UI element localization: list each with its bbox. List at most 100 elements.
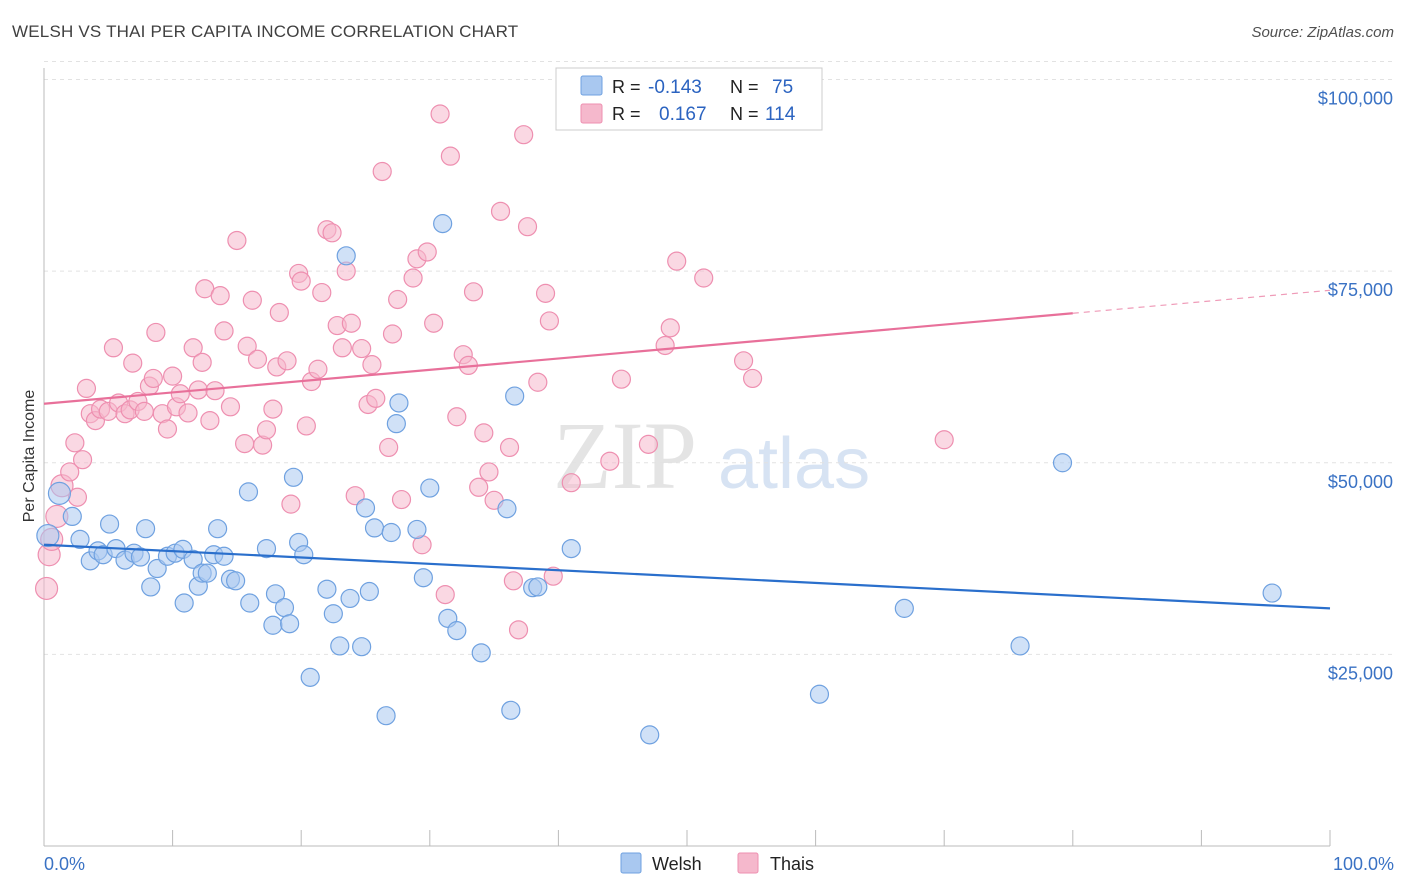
thais-point-102 [638, 434, 659, 454]
y-axis-tick-labels: $25,000 $50,000 $75,000 $100,000 [1318, 89, 1393, 684]
thais-point-45 [256, 420, 277, 440]
thais-point-92 [508, 620, 529, 640]
thais-point-106 [694, 268, 714, 288]
welsh-point-65 [640, 725, 660, 745]
thais-point-79 [435, 584, 455, 605]
thais-point-0 [34, 576, 59, 601]
thais-point-42 [242, 290, 262, 310]
welsh-point-42 [336, 246, 356, 266]
legend-welsh-r-label: R = [612, 77, 641, 97]
source-label: Source: ZipAtlas.com [1251, 24, 1394, 41]
welsh-point-58 [471, 643, 491, 663]
trend-lines [43, 289, 1331, 610]
thais-point-95 [528, 372, 548, 392]
thais-point-25 [157, 419, 178, 439]
thais-point-93 [514, 125, 534, 145]
welsh-point-70 [1262, 583, 1282, 603]
welsh-point-63 [528, 577, 548, 597]
thais-point-66 [362, 355, 382, 375]
y-axis-title: Per Capita Income [21, 390, 38, 523]
thais-point-100 [600, 451, 620, 471]
welsh-point-1 [47, 481, 72, 506]
welsh-point-52 [407, 519, 427, 540]
thais-point-70 [382, 324, 403, 344]
welsh-point-19 [183, 549, 203, 569]
welsh-point-68 [1010, 636, 1030, 656]
welsh-point-48 [376, 706, 396, 726]
thais-point-99 [561, 473, 581, 493]
thais-point-7 [67, 487, 88, 507]
thais-point-22 [143, 368, 163, 389]
welsh-point-33 [274, 598, 295, 618]
welsh-point-54 [420, 478, 440, 498]
thais-point-38 [220, 397, 241, 417]
y-tick-label-1: $50,000 [1328, 472, 1393, 492]
thais-point-101 [611, 369, 632, 389]
welsh-point-25 [214, 546, 234, 566]
thais-point-85 [469, 477, 489, 497]
welsh-point-67 [894, 598, 914, 618]
y-tick-label-3: $100,000 [1318, 89, 1393, 109]
welsh-point-28 [238, 482, 259, 502]
welsh-point-57 [447, 621, 467, 641]
welsh-point-30 [256, 538, 277, 559]
thais-point-5 [60, 462, 80, 482]
welsh-point-45 [355, 498, 376, 518]
welsh-point-0 [36, 523, 60, 548]
welsh-point-40 [323, 604, 343, 624]
thais-point-32 [192, 352, 212, 372]
welsh-point-64 [561, 538, 581, 559]
thais-point-20 [134, 401, 154, 421]
thais-point-63 [345, 486, 365, 506]
thais-point-9 [76, 378, 97, 398]
thais-point-91 [503, 571, 523, 591]
thais-point-40 [235, 433, 255, 454]
thais-point-73 [403, 268, 423, 288]
welsh-point-24 [208, 519, 228, 539]
welsh-point-66 [809, 684, 830, 704]
welsh-point-14 [147, 558, 167, 579]
bottom-legend-swatch-thais [737, 852, 759, 874]
thais-point-87 [479, 462, 499, 482]
welsh-point-34 [280, 614, 300, 634]
thais-point-105 [667, 251, 687, 271]
welsh-point-32 [265, 584, 286, 604]
x-tick-label-min: 0.0% [44, 854, 85, 874]
watermark: ZIP atlas [553, 402, 870, 509]
x-axis-ticks [43, 830, 1331, 846]
thais-point-37 [214, 321, 234, 341]
thais-point-76 [417, 242, 437, 262]
thais-point-8 [72, 450, 93, 470]
welsh-point-60 [501, 700, 521, 720]
thais-point-78 [430, 104, 450, 124]
thais-points [34, 104, 954, 640]
welsh-point-50 [386, 414, 406, 434]
thais-point-104 [660, 318, 680, 338]
thais-point-43 [247, 349, 268, 369]
thais-point-71 [388, 289, 408, 310]
welsh-point-46 [359, 581, 379, 602]
thais-point-86 [474, 423, 494, 443]
welsh-point-12 [135, 519, 156, 539]
thais-point-46 [263, 399, 283, 419]
thais-point-53 [296, 416, 316, 436]
watermark-zip: ZIP [553, 402, 697, 509]
thais-trend-line [43, 312, 1073, 405]
thais-point-36 [210, 286, 230, 306]
thais-point-108 [742, 368, 763, 389]
bottom-legend-swatch-welsh [620, 852, 642, 874]
welsh-point-27 [226, 571, 246, 591]
welsh-point-41 [330, 636, 350, 656]
welsh-point-61 [505, 386, 525, 406]
welsh-point-7 [99, 514, 120, 534]
thais-point-89 [490, 201, 511, 221]
thais-point-23 [146, 322, 166, 343]
thais-point-77 [424, 313, 444, 333]
welsh-point-13 [141, 577, 161, 597]
thais-point-81 [447, 407, 467, 427]
welsh-point-35 [283, 467, 304, 487]
legend-thais-n-label: N = [730, 104, 759, 124]
y-tick-label-0: $25,000 [1328, 663, 1393, 683]
thais-point-6 [65, 433, 85, 453]
